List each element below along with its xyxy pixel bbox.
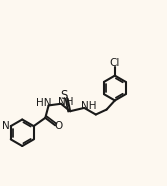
Text: HN: HN bbox=[36, 98, 52, 108]
Text: S: S bbox=[60, 89, 67, 102]
Text: NH: NH bbox=[81, 101, 96, 111]
Text: N: N bbox=[2, 121, 10, 131]
Text: NH: NH bbox=[58, 97, 74, 107]
Text: O: O bbox=[54, 121, 62, 131]
Text: Cl: Cl bbox=[110, 58, 120, 68]
